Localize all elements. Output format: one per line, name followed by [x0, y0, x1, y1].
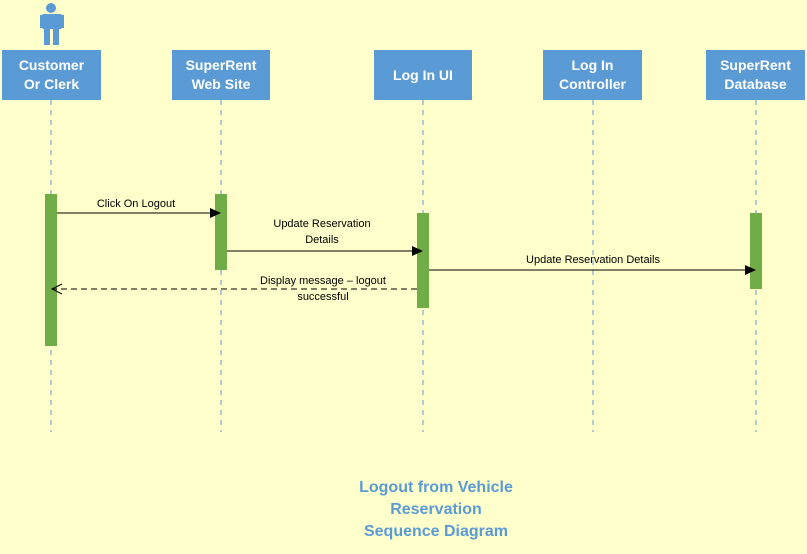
diagram-title-line-1: Logout from Vehicle: [359, 479, 513, 496]
message-label-display-logout: Display message – logout successful: [260, 275, 386, 303]
lifeline-header-database: SuperRent Database: [706, 50, 805, 100]
lifeline-header-controller: Log In Controller: [543, 50, 642, 100]
message-label-update-to-database: Update Reservation Details: [526, 254, 660, 266]
activation-database: [750, 213, 762, 289]
lifeline-label: Customer Or Clerk: [18, 57, 85, 92]
lifeline-label: SuperRent Web Site: [185, 57, 257, 92]
activation-loginui: [417, 213, 429, 308]
diagram-title: Logout from Vehicle Reservation Sequence…: [300, 477, 572, 543]
activation-website: [215, 194, 227, 270]
message-arrow-click-logout: [57, 208, 221, 218]
lifeline-label: Log In Controller: [559, 57, 626, 92]
lifeline-label: SuperRent Database: [720, 57, 791, 92]
message-arrow-update-to-database: [429, 265, 756, 275]
diagram-title-line-3: Sequence Diagram: [363, 523, 509, 540]
lifeline-header-loginui: Log In UI: [374, 50, 472, 100]
message-label-click-logout: Click On Logout: [96, 198, 176, 210]
diagram-title-line-2: Reservation: [390, 501, 482, 518]
message-label-update-to-loginui: Update Reservation Details: [273, 218, 371, 246]
lifeline-label: Log In UI: [393, 66, 453, 83]
message-arrow-update-to-loginui: [227, 246, 423, 256]
activation-customer: [45, 194, 57, 346]
lifeline-header-website: SuperRent Web Site: [172, 50, 270, 100]
person-icon: [40, 3, 64, 45]
message-arrow-display-logout: [50, 283, 417, 295]
lifeline-header-customer: Customer Or Clerk: [2, 50, 101, 100]
